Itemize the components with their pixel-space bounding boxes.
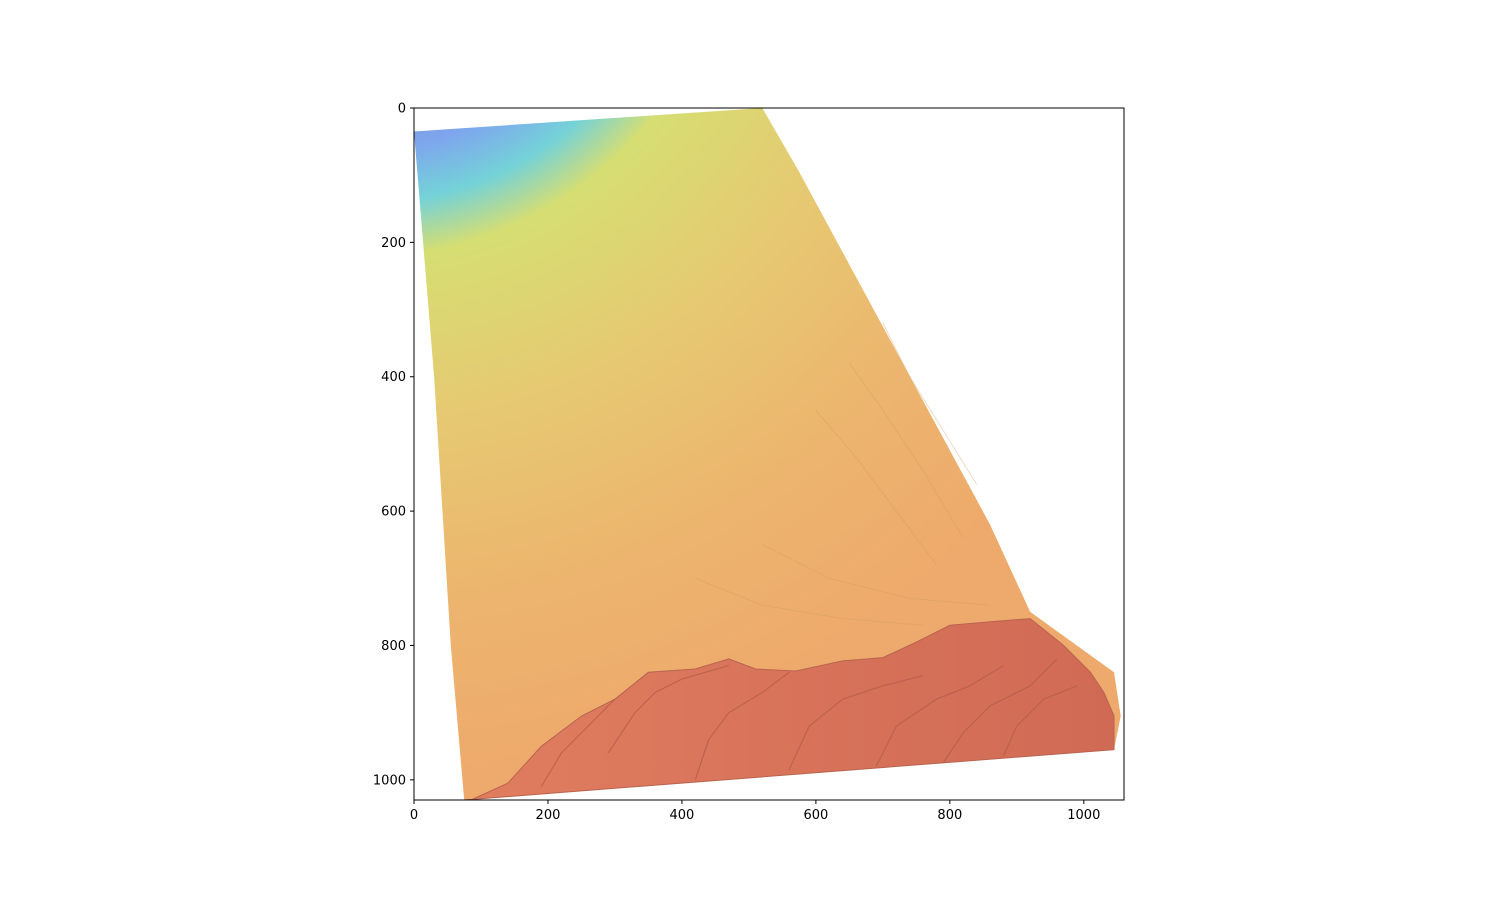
ridge-line bbox=[815, 409, 937, 566]
x-tick-label: 600 bbox=[803, 808, 828, 823]
elevation-surface bbox=[414, 108, 1121, 800]
y-tick-label: 1000 bbox=[373, 773, 406, 788]
x-tick-label: 0 bbox=[410, 808, 418, 823]
x-axis: 0 200 400 600 800 1000 bbox=[410, 800, 1100, 823]
hillshade-relief bbox=[540, 658, 1078, 787]
y-axis: 0 200 400 600 800 1000 bbox=[373, 102, 414, 788]
ridge-line bbox=[882, 322, 978, 485]
x-tick-label: 800 bbox=[937, 808, 962, 823]
relief-line bbox=[875, 665, 1004, 767]
y-tick-label: 800 bbox=[381, 639, 406, 654]
ridge-line bbox=[695, 577, 924, 626]
y-tick-label: 600 bbox=[381, 505, 406, 520]
plot-area bbox=[414, 108, 1121, 800]
y-tick-label: 400 bbox=[381, 370, 406, 385]
red-elevation-zone bbox=[464, 618, 1115, 800]
x-tick-label: 400 bbox=[670, 808, 695, 823]
upland-ridges bbox=[695, 322, 991, 626]
y-tick-label: 200 bbox=[381, 236, 406, 251]
relief-line bbox=[694, 671, 790, 780]
relief-line bbox=[942, 658, 1058, 764]
x-tick-label: 200 bbox=[536, 808, 561, 823]
relief-line bbox=[1002, 685, 1078, 757]
ridge-line bbox=[848, 363, 964, 539]
relief-line bbox=[607, 665, 729, 754]
axes-frame bbox=[413, 107, 1125, 801]
relief-line bbox=[540, 698, 616, 787]
y-tick-label: 0 bbox=[398, 102, 406, 117]
ridge-line bbox=[762, 544, 991, 606]
x-tick-label: 1000 bbox=[1067, 808, 1100, 823]
relief-line bbox=[788, 675, 924, 771]
